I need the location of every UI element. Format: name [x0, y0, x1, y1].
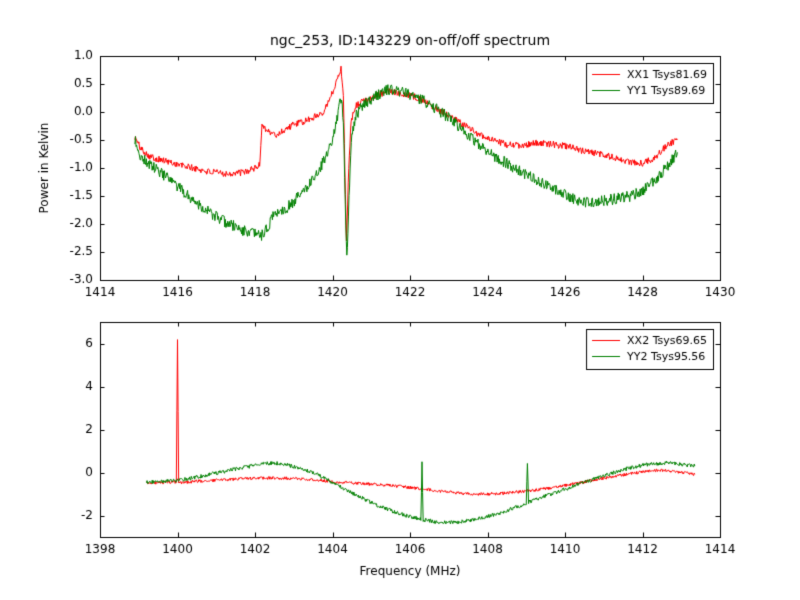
spectrum-plot-canvas: [0, 0, 800, 600]
spectrum-figure-window: [0, 0, 800, 600]
